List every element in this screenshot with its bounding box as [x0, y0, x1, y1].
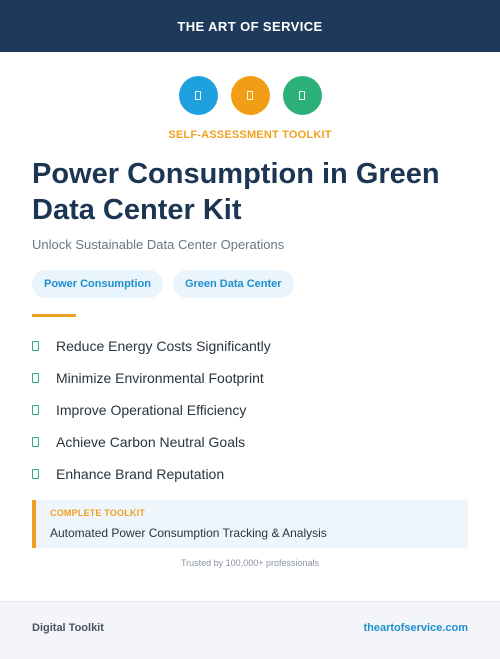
accent-divider	[32, 314, 76, 317]
green-badge-icon	[282, 76, 322, 115]
tag-power-consumption: Power Consumption	[32, 270, 163, 298]
check-icon	[32, 437, 39, 447]
icon-row	[0, 76, 500, 115]
header-bar: THE ART OF SERVICE	[0, 0, 500, 52]
toolkit-label: COMPLETE TOOLKIT	[50, 508, 146, 518]
page-subtitle: Unlock Sustainable Data Center Operation…	[32, 237, 285, 252]
toolkit-callout: COMPLETE TOOLKIT Automated Power Consump…	[32, 500, 468, 548]
benefit-list: Reduce Energy Costs Significantly Minimi…	[32, 330, 271, 490]
benefit-text: Minimize Environmental Footprint	[56, 370, 264, 386]
list-item: Achieve Carbon Neutral Goals	[32, 426, 271, 458]
footer-label: Digital Toolkit	[32, 622, 104, 634]
toolkit-description: Automated Power Consumption Tracking & A…	[50, 526, 327, 540]
brand-name: THE ART OF SERVICE	[177, 18, 323, 34]
tag-list: Power Consumption Green Data Center	[32, 270, 294, 298]
check-icon	[32, 469, 39, 479]
check-icon	[32, 373, 39, 383]
tag-green-data-center: Green Data Center	[172, 270, 294, 298]
benefit-text: Achieve Carbon Neutral Goals	[56, 434, 246, 450]
list-item: Minimize Environmental Footprint	[32, 362, 271, 394]
footer: Digital Toolkit theartofservice.com	[0, 601, 500, 659]
check-icon	[32, 405, 39, 415]
kicker-label: SELF-ASSESSMENT TOOLKIT	[168, 129, 332, 141]
benefit-text: Reduce Energy Costs Significantly	[56, 338, 271, 354]
orange-badge-icon	[230, 76, 270, 115]
blue-badge-icon	[178, 76, 218, 115]
check-icon	[32, 341, 39, 351]
page-title: Power Consumption in Green Data Center K…	[32, 158, 440, 226]
benefit-text: Improve Operational Efficiency	[56, 402, 247, 418]
list-item: Improve Operational Efficiency	[32, 394, 271, 426]
list-item: Reduce Energy Costs Significantly	[32, 330, 271, 362]
website-link[interactable]: theartofservice.com	[363, 622, 468, 634]
list-item: Enhance Brand Reputation	[32, 458, 271, 490]
benefit-text: Enhance Brand Reputation	[56, 466, 225, 482]
trusted-note: Trusted by 100,000+ professionals	[180, 558, 319, 568]
